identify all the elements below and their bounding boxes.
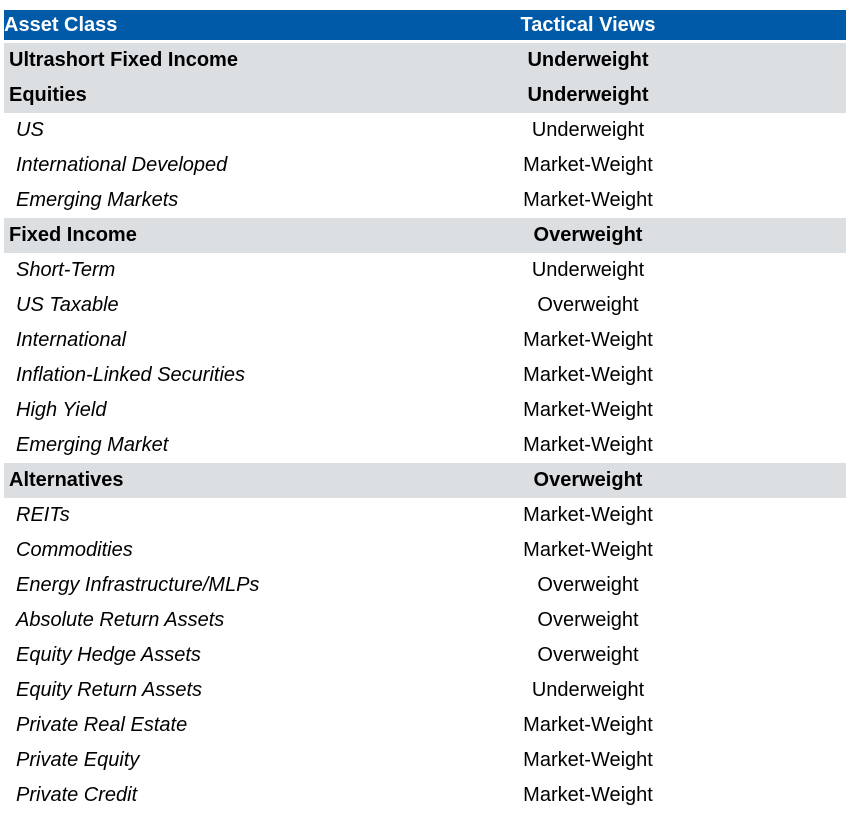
asset-class-cell: Emerging Market [4,428,330,463]
asset-class-cell: Energy Infrastructure/MLPs [4,568,330,603]
asset-class-cell: Absolute Return Assets [4,603,330,638]
tactical-view-cell: Market-Weight [330,743,846,778]
table-row: Private Real Estate Market-Weight [4,708,846,743]
asset-class-cell: US [4,113,330,148]
asset-class-cell: International Developed [4,148,330,183]
table-row: Equity Hedge Assets Overweight [4,638,846,673]
tactical-view-cell: Underweight [330,43,846,78]
asset-class-cell: International [4,323,330,358]
table-row: Fixed Income Overweight [4,218,846,253]
table-row: Inflation-Linked Securities Market-Weigh… [4,358,846,393]
tactical-view-cell: Underweight [330,78,846,113]
tactical-view-cell: Market-Weight [330,533,846,568]
asset-class-cell: Commodities [4,533,330,568]
asset-class-cell: Inflation-Linked Securities [4,358,330,393]
table-row: Absolute Return Assets Overweight [4,603,846,638]
asset-class-cell: REITs [4,498,330,533]
table-row: Emerging Market Market-Weight [4,428,846,463]
tactical-view-cell: Market-Weight [330,498,846,533]
tactical-view-cell: Market-Weight [330,778,846,813]
table-row: Private Credit Market-Weight [4,778,846,813]
asset-class-cell: Equity Return Assets [4,673,330,708]
asset-class-cell: Short-Term [4,253,330,288]
tactical-view-cell: Overweight [330,288,846,323]
asset-class-cell: High Yield [4,393,330,428]
table-row: US Underweight [4,113,846,148]
asset-class-cell: Fixed Income [4,218,330,253]
tactical-view-cell: Underweight [330,673,846,708]
table-row: US Taxable Overweight [4,288,846,323]
tactical-view-cell: Overweight [330,463,846,498]
tactical-view-cell: Market-Weight [330,393,846,428]
asset-class-cell: Private Real Estate [4,708,330,743]
asset-class-cell: Equities [4,78,330,113]
asset-class-cell: Ultrashort Fixed Income [4,43,330,78]
table-row: Private Equity Market-Weight [4,743,846,778]
table-body: Ultrashort Fixed Income Underweight Equi… [4,43,846,813]
tactical-view-cell: Overweight [330,568,846,603]
tactical-view-cell: Market-Weight [330,358,846,393]
table-row: Emerging Markets Market-Weight [4,183,846,218]
table-row: Alternatives Overweight [4,463,846,498]
asset-class-cell: Private Equity [4,743,330,778]
table-row: Short-Term Underweight [4,253,846,288]
tactical-view-cell: Underweight [330,253,846,288]
table-row: Commodities Market-Weight [4,533,846,568]
tactical-view-cell: Overweight [330,218,846,253]
tactical-view-cell: Market-Weight [330,323,846,358]
asset-class-cell: US Taxable [4,288,330,323]
tactical-view-cell: Market-Weight [330,428,846,463]
table-row: International Developed Market-Weight [4,148,846,183]
tactical-view-cell: Underweight [330,113,846,148]
column-header-tactical-views: Tactical Views [330,10,846,43]
asset-class-cell: Alternatives [4,463,330,498]
asset-class-cell: Equity Hedge Assets [4,638,330,673]
table-row: Equity Return Assets Underweight [4,673,846,708]
table-row: High Yield Market-Weight [4,393,846,428]
tactical-view-cell: Market-Weight [330,183,846,218]
table-row: Equities Underweight [4,78,846,113]
tactical-view-cell: Market-Weight [330,708,846,743]
table-row: Ultrashort Fixed Income Underweight [4,43,846,78]
table-header: Asset Class Tactical Views [4,10,846,43]
tactical-view-cell: Overweight [330,603,846,638]
asset-class-cell: Emerging Markets [4,183,330,218]
header-row: Asset Class Tactical Views [4,10,846,43]
table-row: Energy Infrastructure/MLPs Overweight [4,568,846,603]
tactical-views-table: Asset Class Tactical Views Ultrashort Fi… [4,10,846,813]
tactical-view-cell: Overweight [330,638,846,673]
column-header-asset-class: Asset Class [4,10,330,43]
asset-class-cell: Private Credit [4,778,330,813]
table-row: REITs Market-Weight [4,498,846,533]
tactical-view-cell: Market-Weight [330,148,846,183]
table-row: International Market-Weight [4,323,846,358]
